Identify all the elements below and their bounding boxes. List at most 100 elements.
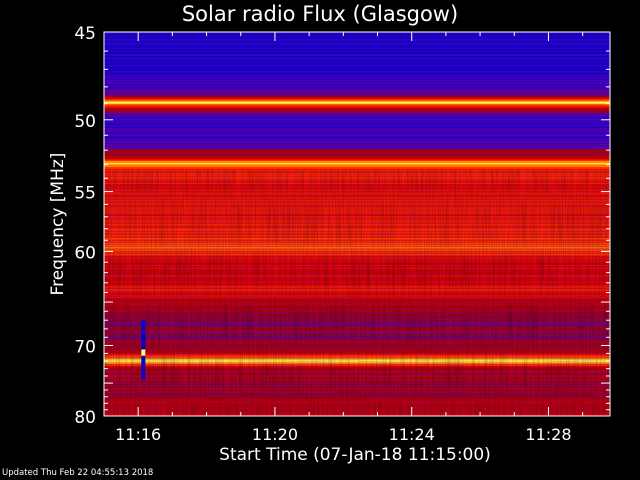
spectrogram-row bbox=[104, 162, 610, 164]
y-tick-label: 55 bbox=[74, 184, 96, 204]
x-tick-label: 11:28 bbox=[525, 425, 571, 444]
spectrogram-row bbox=[104, 160, 610, 162]
spectrogram-row bbox=[104, 75, 610, 77]
chart-title: Solar radio Flux (Glasgow) bbox=[181, 2, 459, 26]
spectrogram-row bbox=[104, 32, 610, 34]
spectrogram-row bbox=[104, 137, 610, 139]
spectrogram-row bbox=[104, 111, 610, 113]
x-tick-label: 11:16 bbox=[115, 425, 161, 444]
spectrogram-row bbox=[104, 43, 610, 45]
spectrogram-row bbox=[104, 62, 610, 64]
spectrogram-row bbox=[104, 52, 610, 54]
noise-texture-blue bbox=[104, 170, 610, 416]
spectrogram-row bbox=[104, 35, 610, 37]
spectrogram-row bbox=[104, 161, 610, 163]
spectrogram-row bbox=[104, 116, 610, 118]
spectrogram-row bbox=[104, 150, 610, 152]
spectrogram-row bbox=[104, 149, 610, 151]
spectrogram-row bbox=[104, 141, 610, 143]
spectrogram-row bbox=[104, 102, 610, 104]
spectrogram-row bbox=[104, 82, 610, 84]
spectrogram-row bbox=[104, 113, 610, 115]
spectrogram-row bbox=[104, 140, 610, 142]
x-axis-label: Start Time (07-Jan-18 11:15:00) bbox=[219, 445, 491, 465]
spectrogram-row bbox=[104, 84, 610, 86]
spectrogram-row bbox=[104, 128, 610, 130]
spectrogram-row bbox=[104, 95, 610, 97]
y-tick-label: 70 bbox=[74, 337, 96, 357]
spectrogram-row bbox=[104, 125, 610, 127]
spectrogram-row bbox=[104, 136, 610, 138]
spectrogram-row bbox=[104, 126, 610, 128]
spectrogram-row bbox=[104, 103, 610, 105]
spectrogram-row bbox=[104, 151, 610, 153]
spectrogram-row bbox=[104, 41, 610, 43]
spectrogram-row bbox=[104, 124, 610, 126]
spectrogram-row bbox=[104, 60, 610, 62]
axes: 45 50 55 60 70 80 11:16 11:20 11:24 11:28 bbox=[74, 24, 611, 444]
spectrogram-row bbox=[104, 130, 610, 132]
spectrogram-row bbox=[104, 159, 610, 161]
spectrogram-row bbox=[104, 143, 610, 145]
spectrogram-row bbox=[104, 69, 610, 71]
x-tick-label: 11:24 bbox=[389, 425, 435, 444]
spectrogram-row bbox=[104, 53, 610, 55]
spectrogram-row bbox=[104, 48, 610, 50]
spectrogram-row bbox=[104, 129, 610, 131]
spectrogram-row bbox=[104, 156, 610, 158]
spectrogram-row bbox=[104, 147, 610, 149]
y-tick-label: 60 bbox=[74, 243, 96, 263]
spectrogram-row bbox=[104, 59, 610, 61]
spectrogram-row bbox=[104, 108, 610, 110]
spectrogram-row bbox=[104, 94, 610, 96]
spectrogram-row bbox=[104, 158, 610, 160]
spectrogram-row bbox=[104, 47, 610, 49]
spectrogram-row bbox=[104, 64, 610, 66]
spectrogram-row bbox=[104, 163, 610, 165]
spectrogram-row bbox=[104, 66, 610, 68]
spectrogram-row bbox=[104, 86, 610, 88]
spectrogram-row bbox=[104, 146, 610, 148]
spectrogram-row bbox=[104, 72, 610, 74]
x-tick-label: 11:20 bbox=[252, 425, 298, 444]
spectrogram-row bbox=[104, 93, 610, 95]
plot-area bbox=[104, 32, 610, 417]
spectrogram-row bbox=[104, 135, 610, 137]
spectrogram-row bbox=[104, 97, 610, 99]
spectrogram-row bbox=[104, 118, 610, 120]
spectrogram-row bbox=[104, 38, 610, 40]
spectrogram-row bbox=[104, 77, 610, 79]
spectrogram-row bbox=[104, 127, 610, 129]
spectrogram-row bbox=[104, 154, 610, 156]
spectrogram-row bbox=[104, 131, 610, 133]
spectrogram-row bbox=[104, 88, 610, 90]
spectrogram-row bbox=[104, 45, 610, 47]
spectrogram-row bbox=[104, 104, 610, 106]
spectrogram-row bbox=[104, 138, 610, 140]
spectrogram-row bbox=[104, 164, 610, 166]
spectrogram-row bbox=[104, 96, 610, 98]
spectrogram-row bbox=[104, 106, 610, 108]
spectrogram-row bbox=[104, 78, 610, 80]
spectrogram-row bbox=[104, 46, 610, 48]
spectrogram-row bbox=[104, 153, 610, 155]
spectrogram-row bbox=[104, 54, 610, 56]
spectrogram-row bbox=[104, 90, 610, 92]
spectrogram-row bbox=[104, 157, 610, 159]
spectrogram-row bbox=[104, 71, 610, 73]
y-tick-label: 45 bbox=[74, 24, 96, 44]
spectrogram-row bbox=[104, 50, 610, 52]
spectrogram-row bbox=[104, 76, 610, 78]
plot-frame bbox=[103, 31, 611, 417]
spectrogram-row bbox=[104, 40, 610, 42]
spectrogram-row bbox=[104, 117, 610, 119]
spectrogram-row bbox=[104, 33, 610, 35]
spectrogram-row bbox=[104, 123, 610, 125]
spectrogram-row bbox=[104, 74, 610, 76]
spectrogram-row bbox=[104, 36, 610, 38]
spectrogram-row bbox=[104, 55, 610, 57]
spectrogram-row bbox=[104, 155, 610, 157]
spectrogram-row bbox=[104, 70, 610, 72]
spectrogram-row bbox=[104, 58, 610, 60]
spectrogram-row bbox=[104, 80, 610, 82]
